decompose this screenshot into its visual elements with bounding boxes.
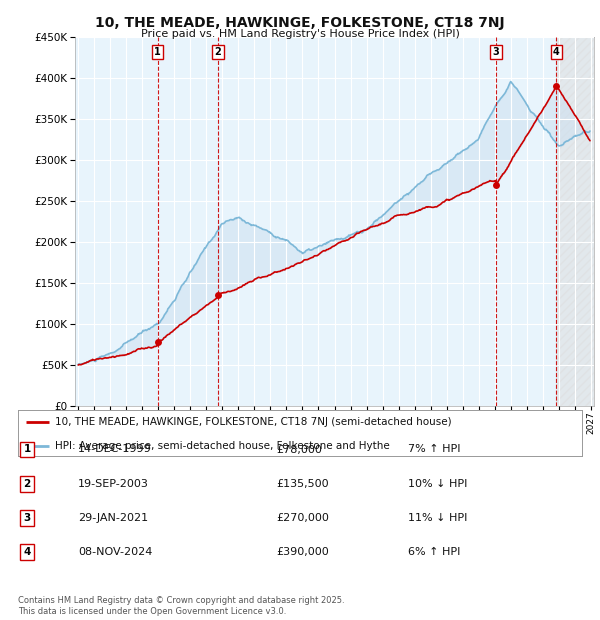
Text: 1: 1 [154, 47, 161, 57]
Text: 3: 3 [493, 47, 499, 57]
Text: HPI: Average price, semi-detached house, Folkestone and Hythe: HPI: Average price, semi-detached house,… [55, 441, 389, 451]
Text: 3: 3 [23, 513, 31, 523]
Text: 2: 2 [23, 479, 31, 489]
Text: £135,500: £135,500 [276, 479, 329, 489]
Text: 7% ↑ HPI: 7% ↑ HPI [408, 445, 461, 454]
Bar [556, 37, 600, 406]
Text: 14-DEC-1999: 14-DEC-1999 [78, 445, 152, 454]
Text: 4: 4 [23, 547, 31, 557]
Text: 11% ↓ HPI: 11% ↓ HPI [408, 513, 467, 523]
Text: 19-SEP-2003: 19-SEP-2003 [78, 479, 149, 489]
Text: 4: 4 [553, 47, 560, 57]
Text: £270,000: £270,000 [276, 513, 329, 523]
Text: £78,000: £78,000 [276, 445, 322, 454]
Text: 08-NOV-2024: 08-NOV-2024 [78, 547, 152, 557]
Text: Price paid vs. HM Land Registry's House Price Index (HPI): Price paid vs. HM Land Registry's House … [140, 29, 460, 38]
Text: £390,000: £390,000 [276, 547, 329, 557]
Text: 10, THE MEADE, HAWKINGE, FOLKESTONE, CT18 7NJ (semi-detached house): 10, THE MEADE, HAWKINGE, FOLKESTONE, CT1… [55, 417, 451, 427]
Text: Contains HM Land Registry data © Crown copyright and database right 2025.
This d: Contains HM Land Registry data © Crown c… [18, 596, 344, 616]
Text: 10% ↓ HPI: 10% ↓ HPI [408, 479, 467, 489]
Text: 2: 2 [215, 47, 221, 57]
Text: 10, THE MEADE, HAWKINGE, FOLKESTONE, CT18 7NJ: 10, THE MEADE, HAWKINGE, FOLKESTONE, CT1… [95, 16, 505, 30]
Bar [556, 37, 600, 406]
Text: 29-JAN-2021: 29-JAN-2021 [78, 513, 148, 523]
Text: 6% ↑ HPI: 6% ↑ HPI [408, 547, 460, 557]
Text: 1: 1 [23, 445, 31, 454]
